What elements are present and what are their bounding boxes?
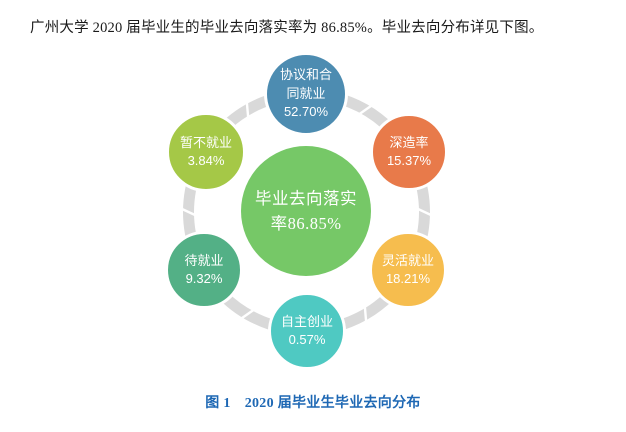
intro-paragraph: 广州大学 2020 届毕业生的毕业去向落实率为 86.85%。毕业去向分布详见下… [30, 20, 544, 36]
hub-bubble-overall-placement-rate: 毕业去向落实 率86.85% [241, 146, 371, 276]
bubble-value: 3.84% [187, 153, 225, 168]
bubble-label-line1: 协议和合 [279, 67, 332, 83]
figure-number: 图 1 [205, 396, 231, 411]
bubble-label-line1: 暂不就业 [179, 134, 232, 150]
bubble-label-line1: 灵活就业 [381, 252, 434, 268]
bubble-awaiting-employment: 待就业 9.32% [165, 231, 243, 309]
bubble-value: 0.57% [288, 332, 326, 347]
bubble-further-study-rate: 深造率 15.37% [370, 113, 448, 191]
bubble-label-line1: 自主创业 [280, 313, 333, 329]
bubble-temporarily-not-employed: 暂不就业 3.84% [166, 112, 246, 192]
bubble-value: 15.37% [386, 153, 432, 168]
bubble-entrepreneurship: 自主创业 0.57% [268, 292, 346, 370]
bubble-value: 18.21% [385, 271, 431, 286]
hub-label-line1: 毕业去向落实 [255, 189, 357, 208]
figure-caption: 图 1 2020 届毕业生毕业去向分布 [0, 392, 626, 412]
bubble-label-line2: 同就业 [286, 85, 326, 101]
bubble-flexible-employment: 灵活就业 18.21% [369, 231, 447, 309]
bubble-value: 9.32% [185, 271, 223, 286]
hub-label-line2: 率86.85% [270, 214, 342, 233]
bubble-label-line1: 深造率 [389, 134, 429, 150]
figure-title: 2020 届毕业生毕业去向分布 [244, 396, 421, 411]
bubble-label-line1: 待就业 [184, 252, 224, 268]
bubble-agreement-contract-employment: 协议和合 同就业 52.70% [264, 52, 348, 136]
bubble-value: 52.70% [283, 104, 329, 120]
ring-seam-marks [180, 101, 433, 323]
